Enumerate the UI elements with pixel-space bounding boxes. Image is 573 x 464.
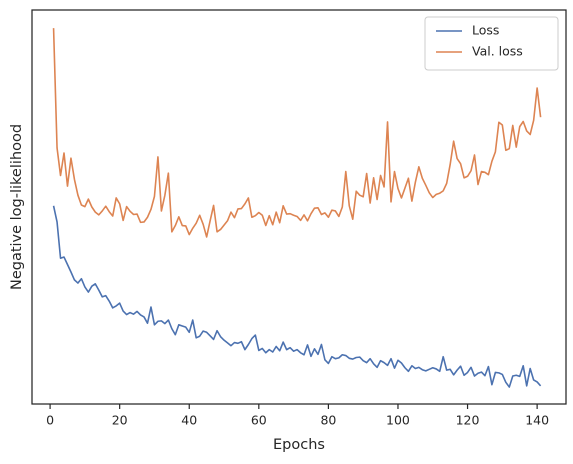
x-tick-label: 80 xyxy=(320,413,336,428)
series-line xyxy=(52,28,542,238)
x-tick-label: 120 xyxy=(456,413,480,428)
x-tick-label: 100 xyxy=(386,413,410,428)
x-tick-label: 60 xyxy=(251,413,267,428)
legend-label: Val. loss xyxy=(472,44,523,59)
y-axis-label: Negative log-likelihood xyxy=(9,124,25,290)
x-tick-label: 140 xyxy=(525,413,549,428)
x-axis-label: Epochs xyxy=(273,437,325,453)
series-line xyxy=(52,205,542,388)
x-tick-label: 20 xyxy=(112,413,128,428)
x-tick-label: 40 xyxy=(181,413,197,428)
x-tick-label: 0 xyxy=(46,413,54,428)
plot-frame xyxy=(31,9,567,405)
legend-label: Loss xyxy=(472,23,499,38)
